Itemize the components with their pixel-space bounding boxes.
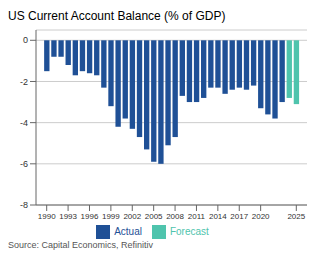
html-text:Forecast: Forecast — [169, 225, 209, 237]
svg-text:-8: -8 — [20, 200, 28, 210]
svg-text:2017: 2017 — [230, 212, 248, 221]
svg-text:2014: 2014 — [209, 212, 227, 221]
svg-text:1996: 1996 — [81, 212, 99, 221]
svg-text:2008: 2008 — [166, 212, 184, 221]
html-text:Source: Capital Economics, Ref: Source: Capital Economics, Refinitiv — [8, 240, 154, 250]
svg-text:2005: 2005 — [145, 212, 163, 221]
svg-text:2025: 2025 — [287, 212, 305, 221]
svg-text:-2: -2 — [20, 77, 28, 87]
svg-text:1999: 1999 — [102, 212, 120, 221]
svg-text:0: 0 — [23, 35, 28, 45]
svg-text:1993: 1993 — [59, 212, 77, 221]
svg-text:-6: -6 — [20, 159, 28, 169]
html-text:US Current Account Balance (%: US Current Account Balance (% of GDP) — [8, 9, 226, 23]
html-text:Actual: Actual — [114, 225, 142, 237]
svg-text:2002: 2002 — [123, 212, 141, 221]
svg-text:1990: 1990 — [38, 212, 56, 221]
svg-text:2020: 2020 — [252, 212, 270, 221]
svg-text:2011: 2011 — [188, 212, 206, 221]
svg-text:-4: -4 — [20, 118, 28, 128]
